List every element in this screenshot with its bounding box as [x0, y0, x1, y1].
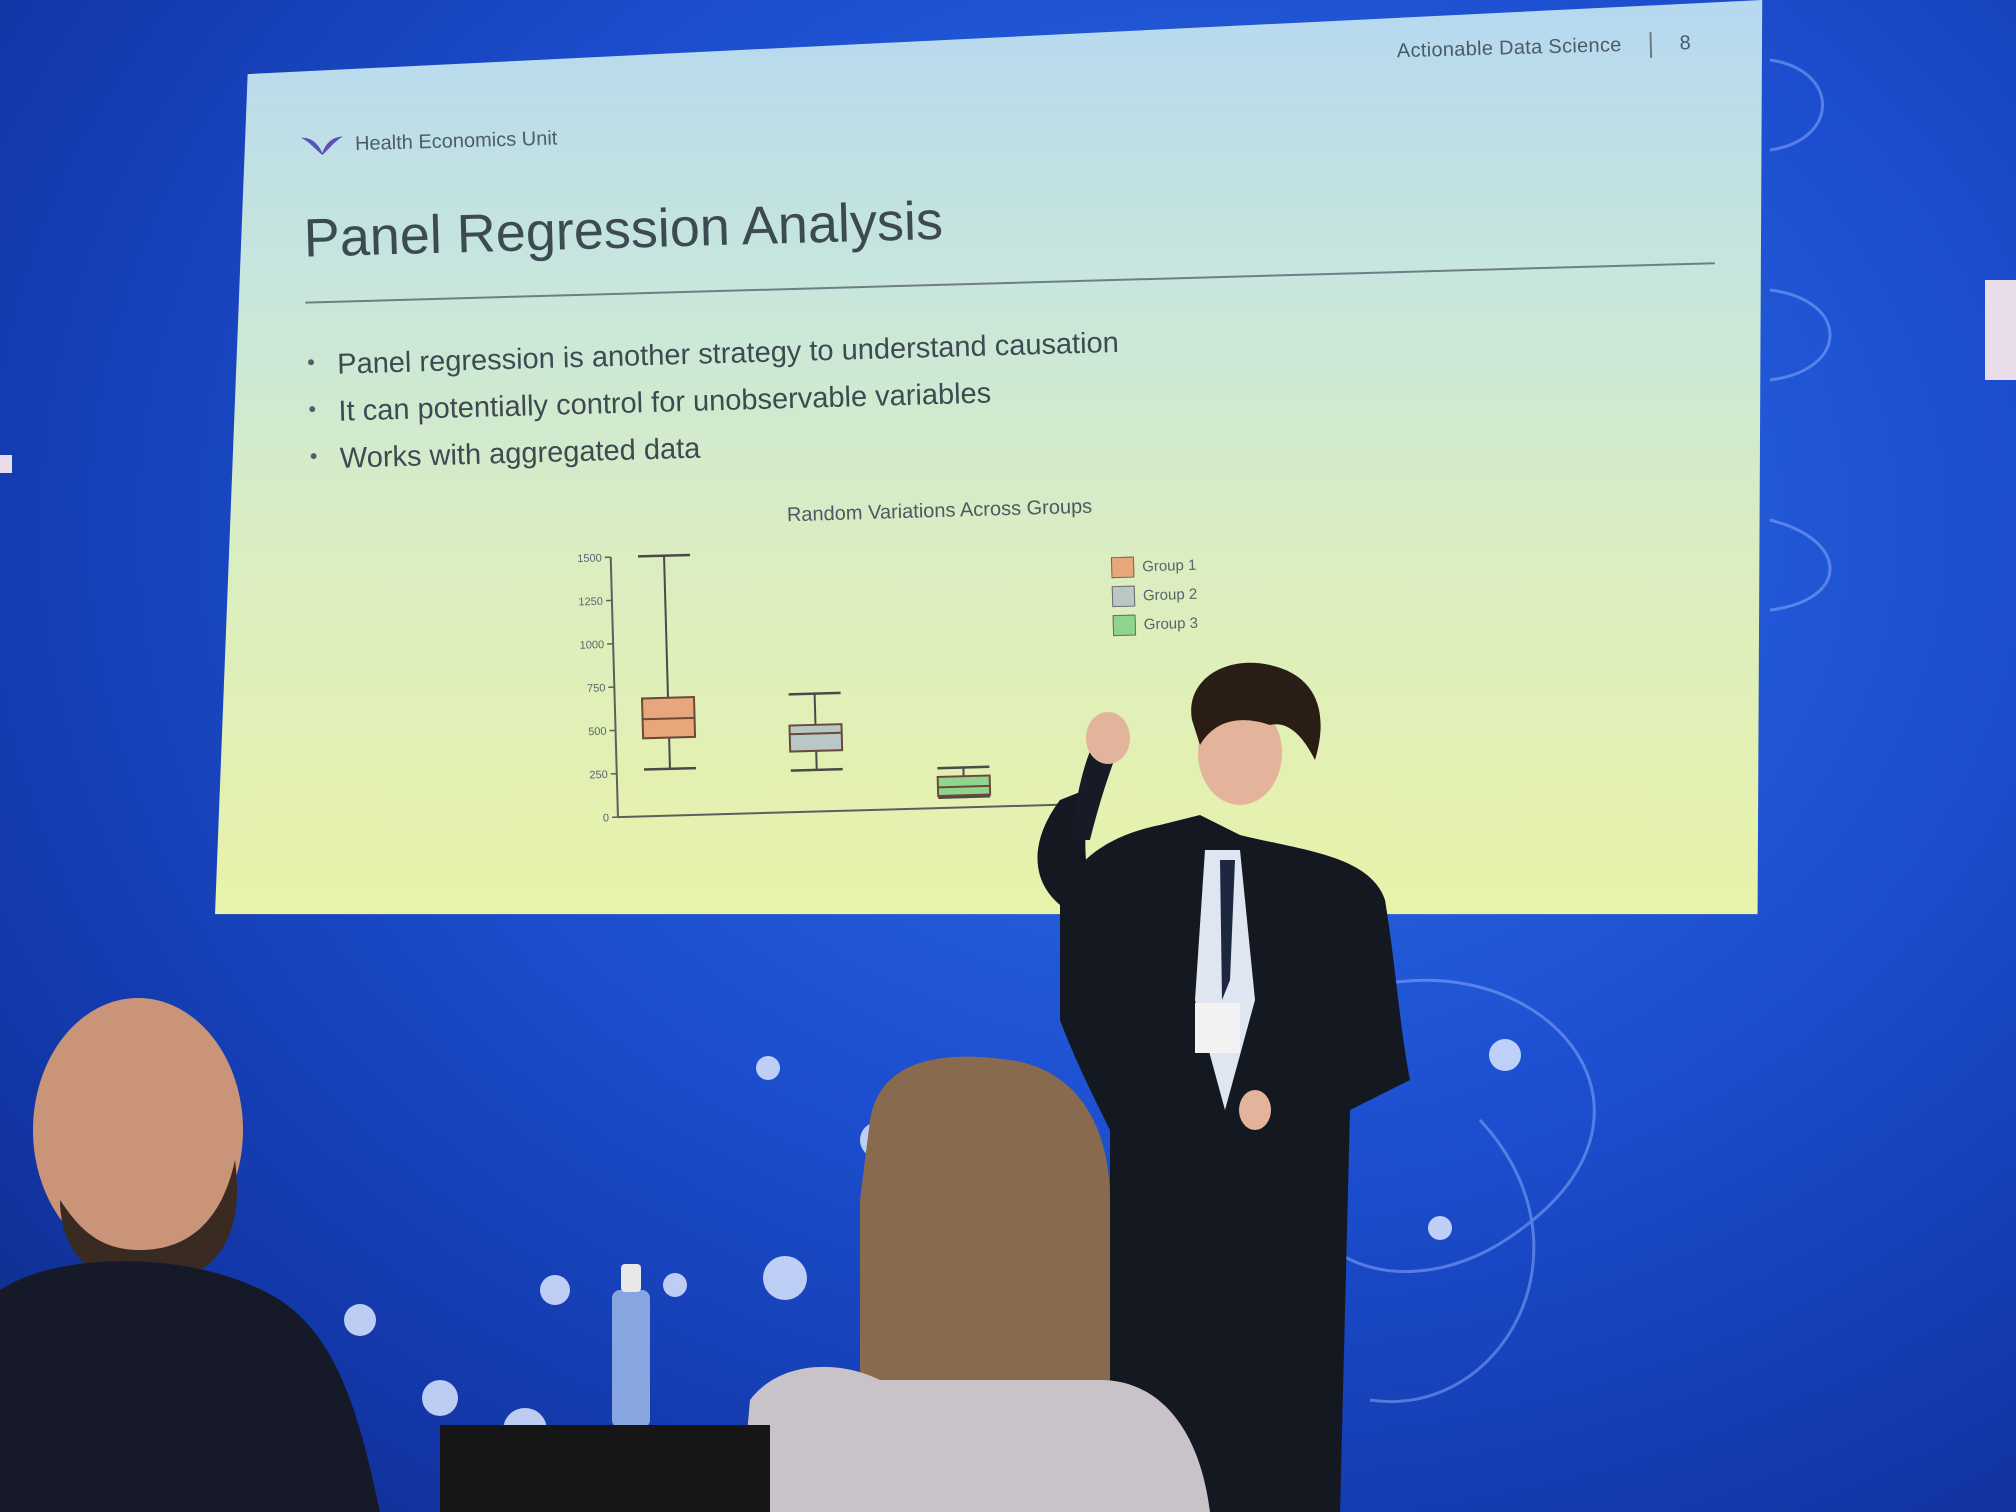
median-line	[642, 716, 695, 721]
y-tick-label: 500	[588, 726, 607, 739]
box-2	[788, 723, 844, 753]
whisker-cap-max	[937, 765, 990, 770]
y-tick-label: 250	[589, 769, 608, 782]
legend-swatch	[1111, 585, 1136, 608]
bullet-item: It can potentially control for unobserva…	[308, 374, 1120, 430]
legend-label: Group 3	[1143, 614, 1199, 634]
y-tick-label: 1000	[580, 639, 605, 652]
whisker-cap-max	[637, 553, 691, 558]
brand: Health Economics Unit	[299, 127, 558, 158]
bullet-item: Works with aggregated data	[309, 421, 1121, 477]
backdrop-dots	[344, 1039, 1521, 1452]
whisker-cap-min	[938, 795, 991, 799]
legend-swatch	[1110, 556, 1135, 579]
legend-item-group-1: Group 1	[1110, 551, 1197, 582]
chart-legend: Group 1 Group 2 Group 3	[1110, 551, 1199, 640]
legend-item-group-3: Group 3	[1112, 609, 1198, 640]
median-line	[937, 784, 990, 789]
legend-swatch	[1112, 614, 1137, 637]
edge-marker	[0, 455, 12, 473]
legend-label: Group 2	[1142, 585, 1198, 605]
projected-slide: Actionable Data Science 8 Health Economic…	[215, 0, 1763, 915]
x-axis	[617, 802, 1098, 819]
deck-title: Actionable Data Science	[1396, 34, 1622, 63]
whisker-lower	[668, 737, 671, 769]
whisker-cap-max	[788, 691, 841, 696]
whisker-cap-min	[643, 766, 697, 771]
legend-item-group-2: Group 2	[1111, 580, 1198, 611]
y-tick-label: 0	[603, 812, 609, 824]
whisker-upper	[813, 693, 817, 725]
median-line	[789, 731, 842, 736]
title-underline	[305, 262, 1715, 304]
slide-title: Panel Regression Analysis	[302, 190, 944, 269]
whisker-upper	[663, 555, 669, 698]
y-tick-label: 750	[587, 682, 606, 695]
page-number: 8	[1679, 32, 1692, 55]
brand-logo-icon	[300, 136, 343, 156]
y-tick-label: 1500	[577, 552, 602, 565]
box-plot-chart: 0 250 500 750 1000 1250 1500	[577, 552, 1098, 824]
header-separator	[1649, 31, 1652, 58]
edge-sign	[1985, 280, 2016, 380]
slide-content: Actionable Data Science 8 Health Economic…	[215, 0, 1762, 914]
legend-label: Group 1	[1141, 556, 1197, 576]
bullet-item: Panel regression is another strategy to …	[307, 327, 1119, 383]
whisker-cap-min	[790, 767, 843, 772]
slide-header-right: Actionable Data Science 8	[1397, 31, 1692, 65]
bullet-list: Panel regression is another strategy to …	[307, 327, 1122, 491]
brand-name: Health Economics Unit	[354, 127, 558, 155]
whisker-lower	[815, 750, 818, 770]
y-tick-label: 1250	[578, 596, 603, 609]
